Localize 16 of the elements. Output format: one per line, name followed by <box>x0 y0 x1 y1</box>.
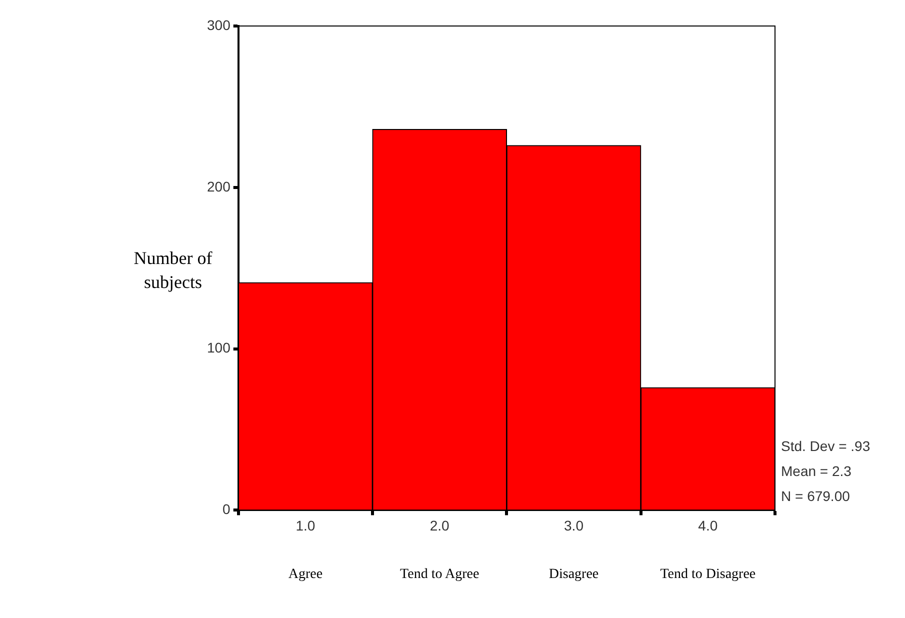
x-tick-label: 4.0 <box>698 517 718 534</box>
y-tick-label: 300 <box>207 16 231 33</box>
text: Std. Dev = .93 <box>781 438 870 454</box>
text: Tend to Disagree <box>660 566 756 582</box>
text: N = 679.00 <box>781 488 850 504</box>
text: Disagree <box>548 566 599 582</box>
y-tick-label: 100 <box>207 340 231 356</box>
x-tick-label: 2.0 <box>430 517 450 534</box>
x-tick-label: 1.0 <box>296 517 316 534</box>
x-tick-label: 3.0 <box>564 517 584 534</box>
text: Tend to Agree <box>400 566 480 582</box>
y-tick-label: 0 <box>222 501 231 518</box>
text: Mean = 2.3 <box>781 463 852 480</box>
y-tick-label: 200 <box>207 178 231 194</box>
y-axis-title: Number of subjects <box>132 247 214 294</box>
text: Agree <box>288 566 323 582</box>
